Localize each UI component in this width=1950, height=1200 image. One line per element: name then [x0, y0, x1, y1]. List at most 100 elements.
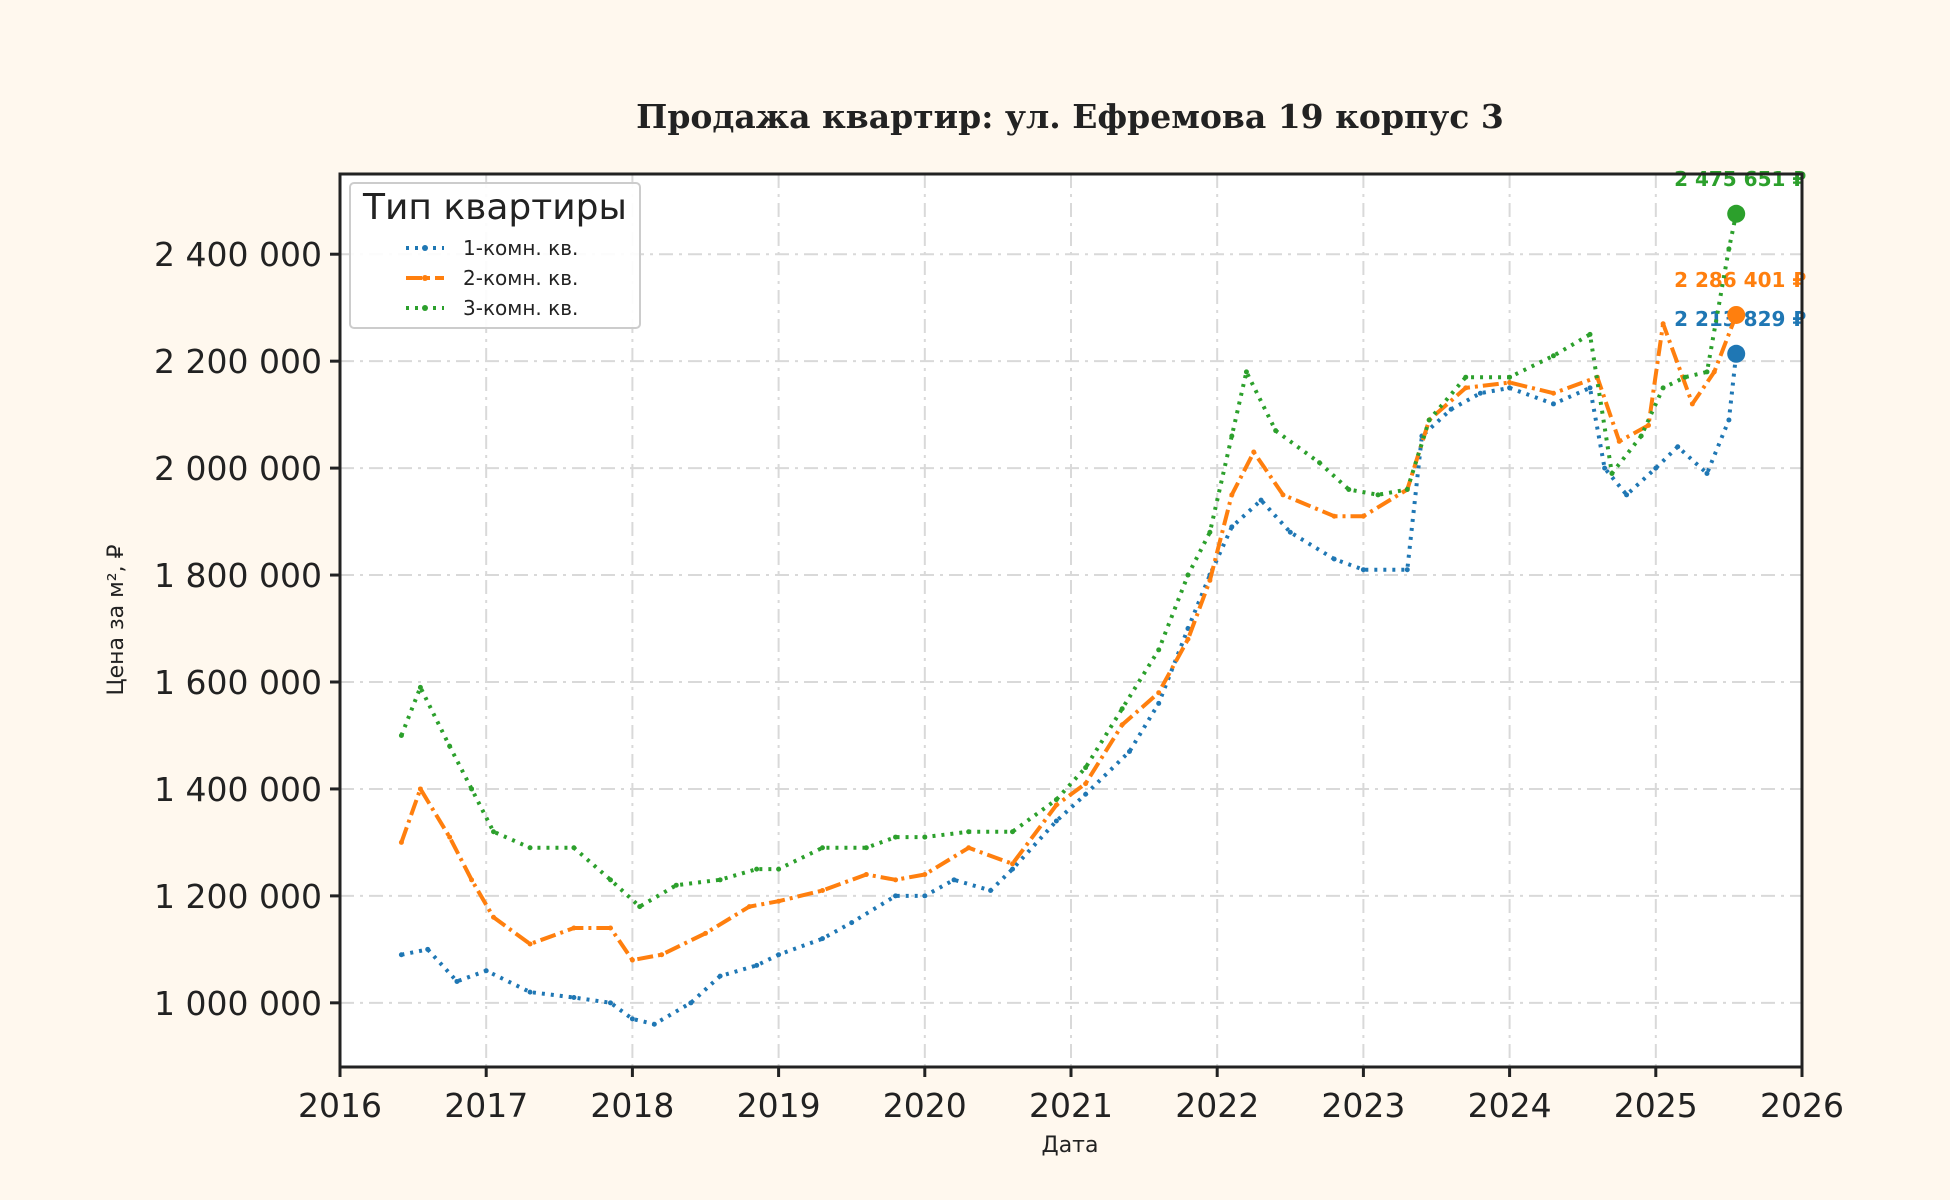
- data-point: [398, 952, 404, 958]
- data-point: [1156, 647, 1162, 653]
- data-point: [1251, 449, 1257, 455]
- data-point: [819, 845, 825, 851]
- data-point: [1550, 353, 1556, 359]
- data-point: [1726, 417, 1732, 423]
- data-point: [688, 1000, 694, 1006]
- data-point: [1156, 700, 1162, 706]
- data-point: [1331, 513, 1337, 519]
- series-line: [399, 213, 1739, 909]
- data-point: [629, 1016, 635, 1022]
- data-point: [1689, 401, 1695, 407]
- data-point: [1258, 497, 1264, 503]
- data-point: [1477, 390, 1483, 396]
- data-point: [717, 973, 723, 979]
- y-axis: 1 000 000 1 200 000 1 400 000 1 600 000 1 80…: [154, 235, 340, 1023]
- x-tick-label: 2018: [590, 1086, 674, 1125]
- data-point: [1243, 369, 1249, 375]
- data-point: [1185, 572, 1191, 578]
- data-point: [629, 957, 635, 963]
- data-point: [425, 946, 431, 952]
- data-point: [1550, 401, 1556, 407]
- data-point: [1207, 577, 1213, 583]
- data-point: [1609, 470, 1615, 476]
- data-point: [1360, 567, 1366, 573]
- data-point: [922, 893, 928, 899]
- last-value-label: 2 286 401 ₽: [1674, 268, 1806, 292]
- data-point: [651, 1021, 657, 1027]
- data-point: [893, 893, 899, 899]
- data-point: [1010, 866, 1016, 872]
- data-point: [1616, 438, 1622, 444]
- data-point: [1624, 492, 1630, 498]
- data-point: [1587, 331, 1593, 337]
- series-line: [399, 314, 1739, 963]
- data-point: [607, 925, 613, 931]
- legend-label: 2-комн. кв.: [463, 266, 578, 290]
- data-point: [1126, 749, 1132, 755]
- data-point: [819, 936, 825, 942]
- data-point: [1704, 369, 1710, 375]
- x-tick-label: 2022: [1175, 1086, 1259, 1125]
- data-point: [1587, 385, 1593, 391]
- data-point: [1682, 374, 1688, 380]
- data-point: [1346, 486, 1352, 492]
- data-point: [1653, 465, 1659, 471]
- data-point: [746, 904, 752, 910]
- y-tick-label: 1 000 000: [154, 984, 322, 1023]
- data-point: [1229, 492, 1235, 498]
- series-line: [401, 353, 1739, 1027]
- series-2: 2 286 401 ₽: [398, 268, 1806, 963]
- y-tick-label: 1 200 000: [154, 877, 322, 916]
- last-value-marker: [1727, 305, 1746, 324]
- data-point: [703, 930, 708, 936]
- x-tick-label: 2016: [298, 1086, 382, 1125]
- data-point: [659, 952, 665, 958]
- data-point: [673, 882, 679, 888]
- data-point: [1426, 417, 1432, 423]
- data-point: [417, 684, 423, 690]
- y-tick-label: 2 200 000: [154, 342, 322, 381]
- data-point: [1660, 385, 1666, 391]
- data-point: [1404, 567, 1410, 573]
- data-point: [1602, 465, 1608, 471]
- legend-swatch-marker: [422, 245, 428, 251]
- data-point: [469, 786, 475, 792]
- data-point: [1229, 524, 1235, 530]
- data-point: [1083, 791, 1089, 797]
- data-point: [1726, 246, 1732, 252]
- data-point: [447, 834, 453, 840]
- data-point: [1375, 492, 1381, 498]
- data-point: [637, 904, 643, 910]
- data-point: [1010, 829, 1016, 835]
- legend-items: 1-комн. кв. 2-комн. кв. 3-комн. кв.: [406, 236, 578, 320]
- data-point: [483, 968, 489, 974]
- data-point: [491, 914, 497, 920]
- data-point: [398, 839, 404, 845]
- x-tick-label: 2023: [1321, 1086, 1405, 1125]
- data-point: [754, 866, 760, 872]
- y-tick-label: 2 000 000: [154, 449, 322, 488]
- data-point: [1119, 722, 1125, 728]
- data-point: [1638, 433, 1644, 439]
- data-point: [527, 845, 533, 851]
- data-point: [988, 888, 994, 894]
- y-tick-label: 2 400 000: [154, 235, 322, 274]
- data-point: [1287, 529, 1293, 535]
- data-point: [922, 834, 928, 840]
- data-point: [1404, 486, 1410, 492]
- data-point: [1273, 428, 1279, 434]
- series-layer: 2 213 829 ₽ 2 286 401 ₽ 2 475 651 ₽: [398, 167, 1806, 1027]
- data-point: [1360, 513, 1366, 519]
- data-point: [1317, 460, 1323, 466]
- legend: Тип квартиры 1-комн. кв. 2-комн. кв. 3-ком…: [349, 182, 641, 329]
- y-axis-label: Цена за м², ₽: [104, 544, 129, 695]
- data-point: [447, 743, 453, 749]
- data-point: [776, 952, 782, 958]
- data-point: [1185, 636, 1191, 642]
- x-tick-label: 2017: [444, 1086, 528, 1125]
- last-value-marker: [1727, 344, 1746, 363]
- data-point: [1675, 444, 1681, 450]
- data-point: [491, 829, 497, 835]
- data-point: [863, 845, 869, 851]
